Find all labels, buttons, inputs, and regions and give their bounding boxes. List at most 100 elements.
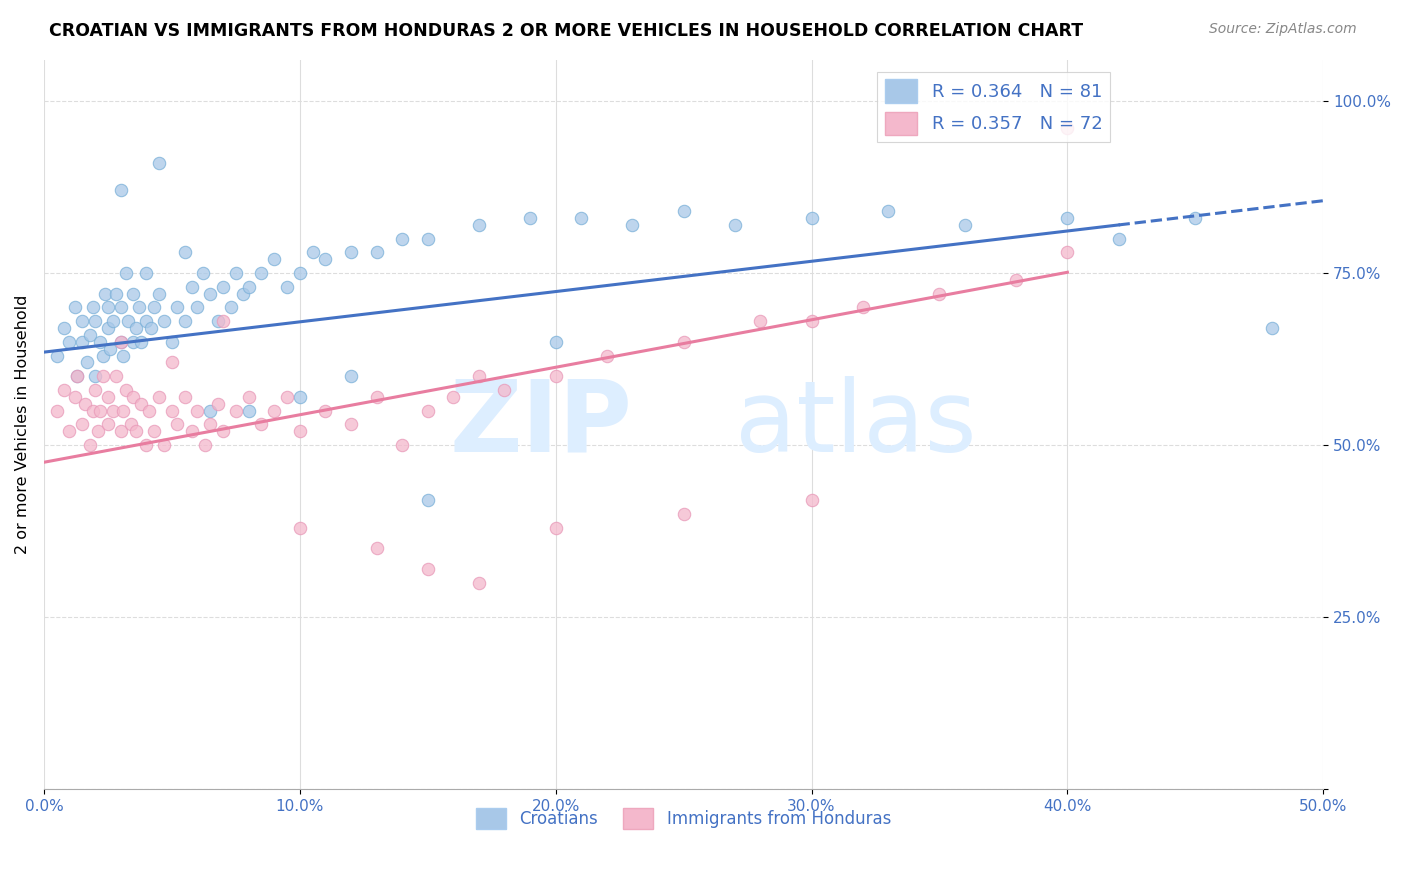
Point: [366, 541, 388, 556]
Point: [63, 390, 86, 404]
Point: [58, 425, 80, 439]
Point: [79, 438, 101, 452]
Point: [97, 390, 120, 404]
Text: Source: ZipAtlas.com: Source: ZipAtlas.com: [1209, 22, 1357, 37]
Point: [91, 349, 114, 363]
Point: [212, 279, 235, 293]
Point: [148, 286, 170, 301]
Point: [276, 390, 298, 404]
Point: [340, 369, 363, 384]
Point: [82, 403, 104, 417]
Point: [101, 314, 124, 328]
Point: [110, 425, 132, 439]
Point: [468, 218, 491, 232]
Text: atlas: atlas: [735, 376, 976, 473]
Text: ZIP: ZIP: [450, 376, 633, 473]
Point: [194, 438, 217, 452]
Point: [672, 204, 695, 219]
Point: [288, 266, 311, 280]
Point: [238, 279, 260, 293]
Point: [89, 334, 111, 349]
Point: [219, 301, 242, 315]
Point: [852, 301, 875, 315]
Point: [114, 266, 136, 280]
Point: [72, 417, 94, 432]
Point: [724, 218, 747, 232]
Point: [391, 231, 413, 245]
Point: [84, 369, 107, 384]
Point: [66, 369, 89, 384]
Point: [82, 301, 104, 315]
Point: [212, 314, 235, 328]
Point: [288, 521, 311, 535]
Point: [494, 383, 516, 397]
Point: [250, 417, 273, 432]
Point: [97, 417, 120, 432]
Point: [238, 390, 260, 404]
Point: [45, 349, 67, 363]
Point: [314, 252, 336, 267]
Point: [186, 301, 208, 315]
Point: [340, 245, 363, 260]
Point: [1056, 211, 1078, 225]
Point: [138, 403, 160, 417]
Point: [672, 507, 695, 521]
Point: [72, 314, 94, 328]
Point: [110, 301, 132, 315]
Point: [519, 211, 541, 225]
Point: [212, 425, 235, 439]
Point: [160, 355, 183, 369]
Point: [148, 390, 170, 404]
Point: [225, 266, 247, 280]
Point: [1184, 211, 1206, 225]
Point: [79, 327, 101, 342]
Point: [148, 156, 170, 170]
Point: [544, 521, 567, 535]
Point: [112, 403, 135, 417]
Point: [173, 245, 195, 260]
Point: [84, 314, 107, 328]
Point: [877, 204, 900, 219]
Point: [314, 403, 336, 417]
Point: [200, 286, 222, 301]
Point: [153, 314, 176, 328]
Point: [800, 493, 823, 508]
Point: [232, 286, 254, 301]
Point: [1005, 273, 1028, 287]
Point: [125, 321, 148, 335]
Point: [73, 397, 96, 411]
Point: [366, 390, 388, 404]
Point: [288, 425, 311, 439]
Point: [160, 334, 183, 349]
Point: [120, 417, 142, 432]
Point: [112, 349, 135, 363]
Point: [200, 417, 222, 432]
Point: [928, 286, 950, 301]
Point: [1056, 245, 1078, 260]
Point: [468, 575, 491, 590]
Point: [129, 334, 152, 349]
Point: [142, 301, 165, 315]
Point: [173, 314, 195, 328]
Point: [391, 438, 413, 452]
Point: [122, 286, 145, 301]
Point: [181, 279, 204, 293]
Point: [129, 397, 152, 411]
Point: [114, 383, 136, 397]
Point: [53, 321, 76, 335]
Point: [672, 334, 695, 349]
Point: [63, 301, 86, 315]
Point: [91, 369, 114, 384]
Point: [953, 218, 976, 232]
Point: [110, 183, 132, 197]
Point: [207, 397, 229, 411]
Point: [569, 211, 592, 225]
Point: [45, 403, 67, 417]
Point: [58, 334, 80, 349]
Point: [84, 383, 107, 397]
Point: [416, 562, 439, 576]
Point: [89, 403, 111, 417]
Point: [1108, 231, 1130, 245]
Point: [441, 390, 464, 404]
Point: [117, 314, 139, 328]
